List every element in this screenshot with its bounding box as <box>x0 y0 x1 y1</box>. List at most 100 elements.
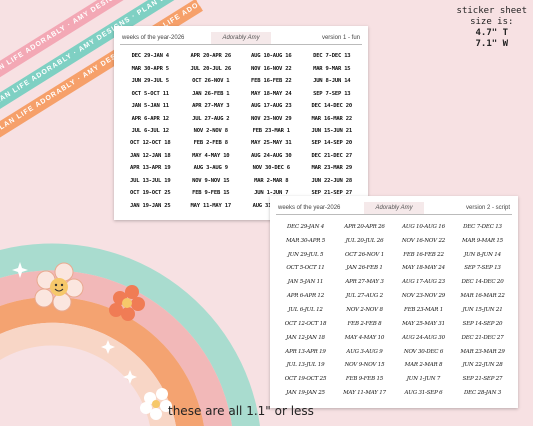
info-height: 4.7" T <box>475 28 509 38</box>
sticker-label: AUG 10-AUG 16 <box>402 223 445 230</box>
caption: these are all 1.1" or less <box>168 404 314 418</box>
sticker-label: MAR 16-MAR 22 <box>311 115 353 122</box>
brand-logo: Adorably Amy <box>211 32 271 44</box>
sticker-label: MAY 25-MAY 31 <box>402 320 445 327</box>
sticker-label: OCT 5-OCT 11 <box>131 90 170 97</box>
sticker-label: JAN 5-JAN 11 <box>287 279 324 286</box>
sticker-label: MAR 30-APR 5 <box>285 237 325 244</box>
sticker-label: NOV 16-NOV 22 <box>401 237 446 244</box>
sticker-label: JUL 27-AUG 2 <box>192 115 230 122</box>
sticker-label: JUN 15-JUN 21 <box>311 127 353 134</box>
sticker-label: DEC 29-JAN 4 <box>286 223 325 230</box>
orange-flower-icon <box>109 285 145 321</box>
sticker-label: JAN 26-FEB 1 <box>346 265 383 272</box>
sticker-label: APR 27-MAY 3 <box>345 279 384 286</box>
sticker-label: OCT 26-NOV 1 <box>344 251 385 258</box>
sticker-label: MAY 25-MAY 31 <box>251 140 292 147</box>
sticker-label: APR 27-MAY 3 <box>192 103 230 110</box>
sticker-label: AUG 24-AUG 30 <box>402 334 445 341</box>
sticker-label: JUL 6-JUL 12 <box>131 127 170 134</box>
sticker-label: NOV 30-DEC 6 <box>403 348 444 355</box>
sticker-label: MAR 23-MAR 29 <box>311 165 353 172</box>
sticker-label: JUL 6-JUL 12 <box>288 306 323 313</box>
sticker-label: JUN 29-JUL 5 <box>131 78 170 85</box>
sticker-label: NOV 9-NOV 15 <box>344 362 385 369</box>
info-line: size is: <box>470 17 514 27</box>
info-width: 7.1" W <box>475 39 509 49</box>
sticker-label: APR 20-APR 26 <box>190 53 232 60</box>
sticker-label: FEB 23-MAR 1 <box>252 127 291 134</box>
sparkle-icons <box>12 262 137 384</box>
sticker-label: FEB 9-FEB 15 <box>345 376 384 383</box>
sticker-grid: DEC 29-JAN 4 MAR 30-APR 5 JUN 29-JUL 5 OCT … <box>122 50 360 212</box>
sticker-label: AUG 10-AUG 16 <box>251 53 292 60</box>
sticker-label: SEP 14-SEP 20 <box>311 140 353 147</box>
sticker-label: FEB 23-MAR 1 <box>403 306 444 313</box>
sticker-label: DEC 21-DEC 27 <box>311 152 353 159</box>
sticker-label: APR 20-APR 26 <box>344 223 385 230</box>
sticker-label: MAY 4-MAY 10 <box>192 152 230 159</box>
sticker-label: JAN 12-JAN 18 <box>130 152 171 159</box>
sticker-label: APR 13-APR 19 <box>130 165 171 172</box>
sticker-label: AUG 31-SEP 6 <box>404 390 443 397</box>
sticker-label: MAR 30-APR 5 <box>131 65 170 72</box>
sticker-label: SEP 21-SEP 27 <box>311 190 353 197</box>
sticker-label: JUL 20-JUL 26 <box>345 237 384 244</box>
sticker-label: DEC 7-DEC 13 <box>313 53 351 60</box>
sticker-label: FEB 16-FEB 22 <box>251 78 292 85</box>
sticker-label: DEC 29-JAN 4 <box>131 53 170 60</box>
sticker-label: MAY 4-MAY 10 <box>344 334 385 341</box>
sticker-label: JUL 27-AUG 2 <box>346 293 383 300</box>
sticker-grid: DEC 29-JAN 4 MAR 30-APR 5 JUN 29-JUL 5 OCT … <box>278 220 510 400</box>
info-line: sticker sheet <box>456 6 527 16</box>
sheet-version: version 2 - script <box>465 205 510 211</box>
sticker-label: APR 6-APR 12 <box>131 115 170 122</box>
sticker-label: DEC 21-DEC 27 <box>461 334 504 341</box>
smiley-flower-icon <box>34 262 84 312</box>
sticker-label: JUN 8-JUN 14 <box>313 78 351 85</box>
sticker-label: DEC 7-DEC 13 <box>463 223 502 230</box>
sheet-title: weeks of the year-2026 <box>278 205 341 211</box>
sticker-label: JAN 19-JAN 25 <box>130 202 171 209</box>
sticker-label: APR 13-APR 19 <box>285 348 326 355</box>
sticker-label: OCT 12-OCT 18 <box>284 320 327 327</box>
sticker-label: NOV 2-NOV 8 <box>193 127 228 134</box>
sticker-label: JAN 5-JAN 11 <box>131 103 170 110</box>
sticker-label: MAR 9-MAR 15 <box>313 65 351 72</box>
sticker-label: AUG 17-AUG 23 <box>251 103 292 110</box>
sticker-label: JUN 8-JUN 14 <box>464 251 501 258</box>
sheet-header: weeks of the year-2026 Adorably Amy vers… <box>276 202 512 215</box>
sticker-label: FEB 9-FEB 15 <box>192 190 230 197</box>
sticker-label: AUG 3-AUG 9 <box>346 348 383 355</box>
sticker-label: MAY 18-MAY 24 <box>402 265 445 272</box>
white-flower-icon <box>140 388 172 420</box>
sticker-label: MAR 2-MAR 8 <box>254 177 289 184</box>
sticker-label: JUN 15-JUN 21 <box>462 306 503 313</box>
sticker-label: DEC 28-JAN 3 <box>463 390 502 397</box>
sticker-label: OCT 19-OCT 25 <box>284 376 327 383</box>
sticker-label: MAR 9-MAR 15 <box>462 237 503 244</box>
sticker-label: SEP 7-SEP 13 <box>464 265 501 272</box>
sticker-label: APR 6-APR 12 <box>286 293 325 300</box>
sticker-sheet-script: weeks of the year-2026 Adorably Amy vers… <box>270 196 518 408</box>
sticker-label: MAY 11-MAY 17 <box>343 390 386 397</box>
sheet-header: weeks of the year-2026 Adorably Amy vers… <box>120 32 362 45</box>
sticker-label: NOV 30-DEC 6 <box>252 165 291 172</box>
sticker-label: OCT 5-OCT 11 <box>286 265 325 272</box>
size-info: sticker sheet size is: 4.7" T 7.1" W <box>457 6 527 50</box>
sticker-label: SEP 7-SEP 13 <box>313 90 351 97</box>
sticker-label: AUG 17-AUG 23 <box>402 279 445 286</box>
sticker-label: FEB 16-FEB 22 <box>403 251 444 258</box>
sticker-label: OCT 26-NOV 1 <box>192 78 230 85</box>
sticker-label: FEB 2-FEB 8 <box>347 320 382 327</box>
sticker-label: JUL 20-JUL 26 <box>190 65 232 72</box>
sticker-label: JAN 19-JAN 25 <box>286 390 325 397</box>
sticker-label: JAN 12-JAN 18 <box>286 334 325 341</box>
sticker-label: NOV 16-NOV 22 <box>251 65 292 72</box>
sticker-label: SEP 21-SEP 27 <box>462 376 503 383</box>
sticker-label: DEC 14-DEC 20 <box>311 103 353 110</box>
sheet-title: weeks of the year-2026 <box>122 35 185 41</box>
sticker-label: OCT 12-OCT 18 <box>130 140 171 147</box>
sticker-label: DEC 14-DEC 20 <box>461 279 504 286</box>
sticker-label: FEB 2-FEB 8 <box>193 140 228 147</box>
